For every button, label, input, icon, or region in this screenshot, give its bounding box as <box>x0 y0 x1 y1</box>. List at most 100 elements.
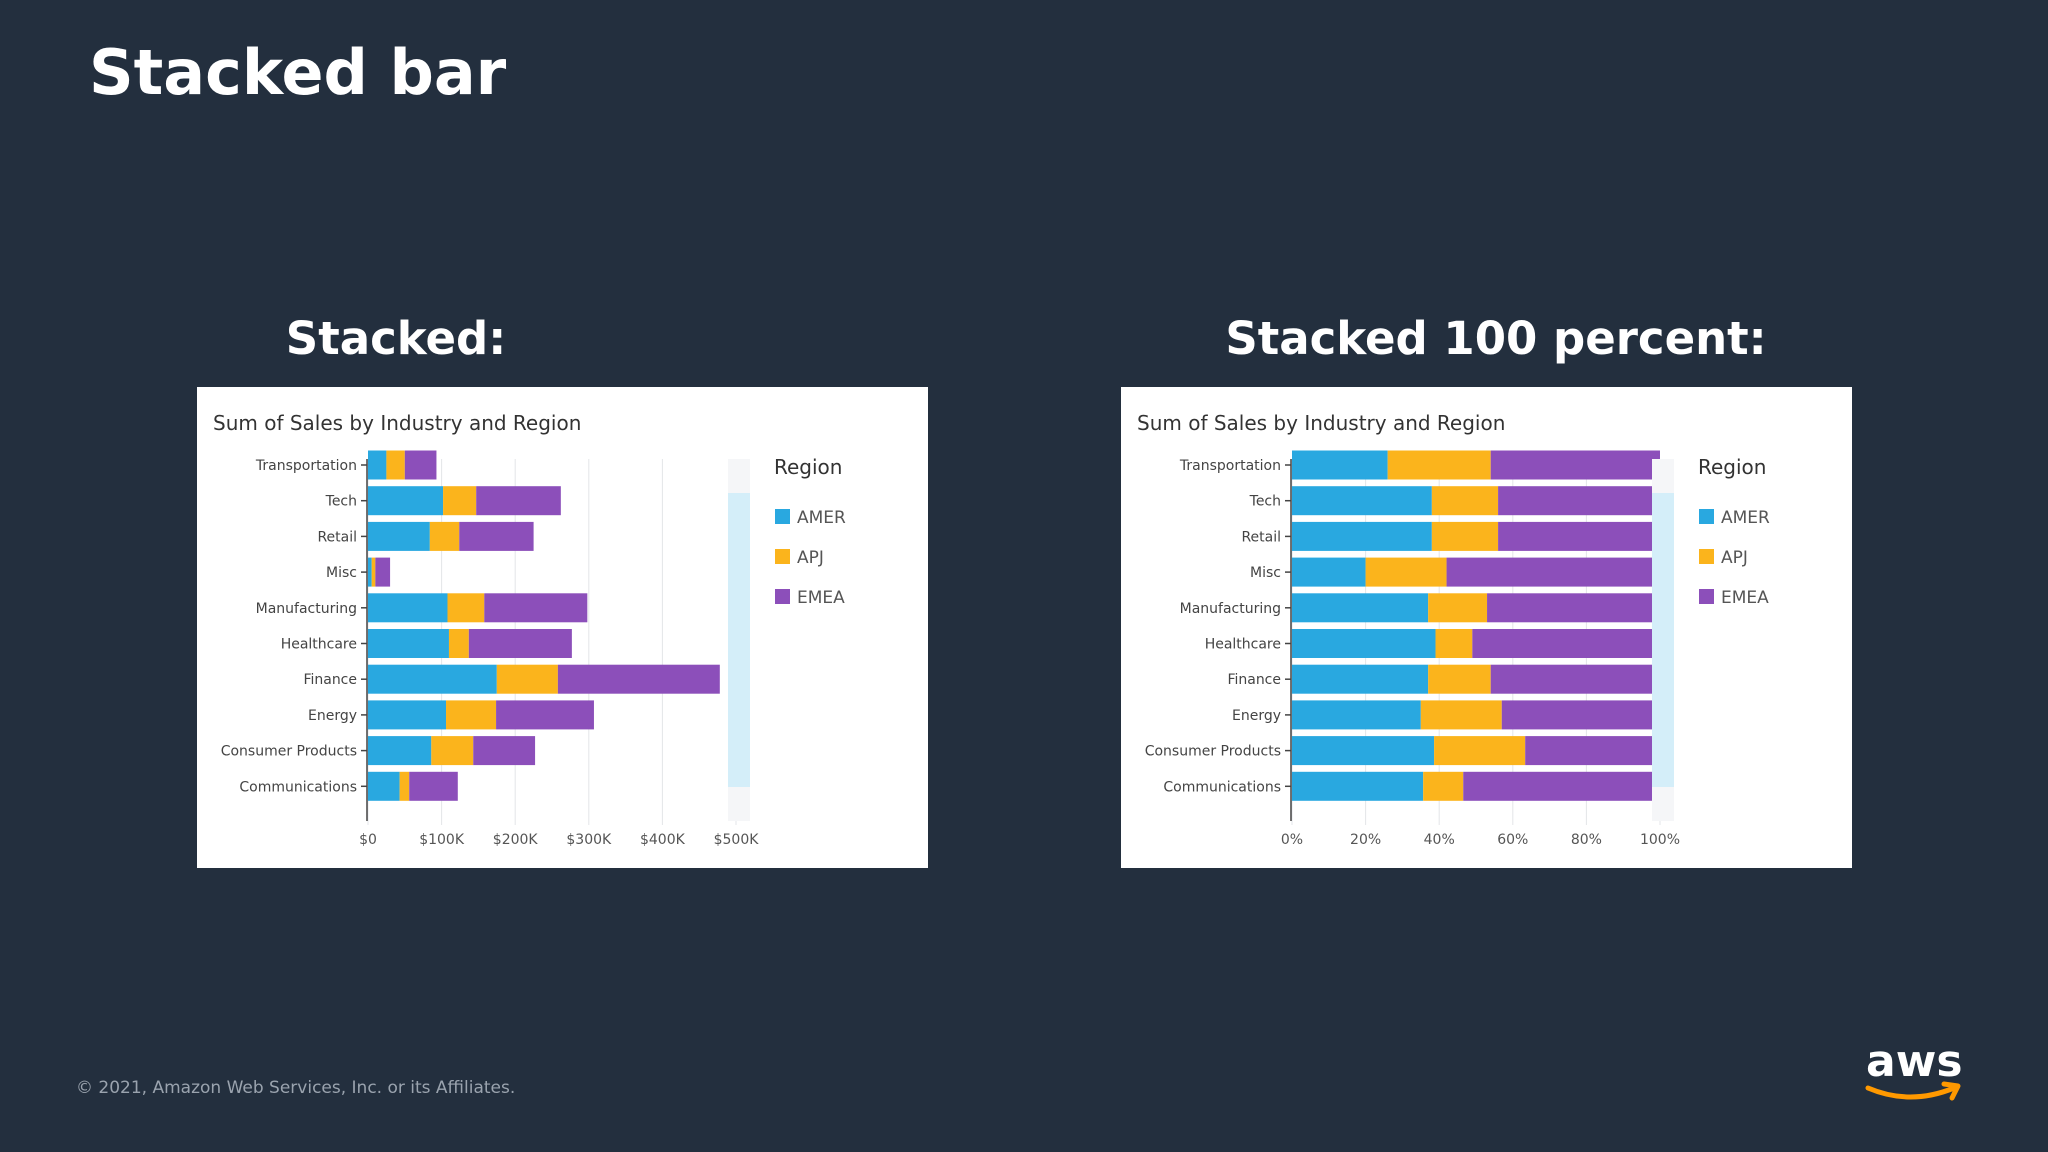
x-tick-label: $200K <box>493 832 539 848</box>
bar-finance-emea <box>557 664 720 694</box>
bar-tech-emea <box>1498 486 1660 516</box>
chart-title: Sum of Sales by Industry and Region <box>213 411 581 435</box>
category-label-transportation: Transportation <box>1179 458 1281 474</box>
legend-swatch-amer <box>775 509 790 524</box>
legend-swatch-apj <box>1699 549 1714 564</box>
bar-transportation-amer <box>1292 450 1388 480</box>
category-label-communications: Communications <box>239 779 357 795</box>
category-label-retail: Retail <box>317 529 357 545</box>
bar-transportation-emea <box>404 450 437 480</box>
x-tick-label: 100% <box>1640 832 1680 848</box>
bar-retail-apj <box>429 521 460 551</box>
bar-transportation-amer <box>368 450 387 480</box>
bar-misc-apj <box>371 557 376 587</box>
category-label-communications: Communications <box>1163 779 1281 795</box>
bar-transportation-emea <box>1490 450 1660 480</box>
bar-tech-apj <box>443 486 477 516</box>
bar-finance-apj <box>496 664 558 694</box>
x-tick-label: $500K <box>714 832 760 848</box>
x-tick-label: 60% <box>1497 832 1528 848</box>
legend-label-emea: EMEA <box>1721 588 1769 608</box>
bar-retail-emea <box>459 521 534 551</box>
bar-communications-emea <box>409 771 458 801</box>
category-label-energy: Energy <box>308 708 357 724</box>
bar-healthcare-apj <box>1435 629 1473 658</box>
category-label-consumer-products: Consumer Products <box>1145 744 1281 760</box>
category-label-retail: Retail <box>1241 529 1281 545</box>
bar-energy-apj <box>446 700 497 730</box>
bar-manufacturing-apj <box>1428 593 1488 623</box>
bar-misc-amer <box>1292 557 1366 587</box>
bar-consumer-products-emea <box>1525 736 1660 766</box>
chart-title: Sum of Sales by Industry and Region <box>1137 411 1505 435</box>
category-label-finance: Finance <box>303 672 357 688</box>
stacked-heading: Stacked: <box>285 312 507 365</box>
bar-consumer-products-apj <box>431 736 474 766</box>
category-label-healthcare: Healthcare <box>1205 637 1281 653</box>
bar-tech-emea <box>476 486 561 516</box>
bar-communications-apj <box>1423 771 1464 801</box>
bar-consumer-products-amer <box>1292 736 1435 766</box>
category-label-transportation: Transportation <box>255 458 357 474</box>
category-label-finance: Finance <box>1227 672 1281 688</box>
bar-finance-emea <box>1490 664 1660 694</box>
aws-logo-text: aws <box>1866 1038 1963 1087</box>
bar-communications-apj <box>399 771 410 801</box>
bar-manufacturing-emea <box>484 593 588 623</box>
legend-label-apj: APJ <box>1721 548 1748 568</box>
bar-finance-amer <box>368 664 497 694</box>
legend-swatch-emea <box>1699 589 1714 604</box>
bar-healthcare-emea <box>468 629 572 658</box>
bar-misc-amer <box>368 557 372 587</box>
scrollbar-thumb <box>728 493 750 787</box>
bar-consumer-products-apj <box>1434 736 1526 766</box>
bar-energy-emea <box>1501 700 1660 730</box>
bar-tech-amer <box>1292 486 1432 516</box>
x-tick-label: $400K <box>640 832 686 848</box>
bar-communications-amer <box>368 771 400 801</box>
bar-transportation-apj <box>1387 450 1491 480</box>
bar-manufacturing-apj <box>447 593 485 623</box>
bar-tech-amer <box>368 486 444 516</box>
x-tick-label: $0 <box>359 832 377 848</box>
scrollbar-thumb <box>1652 493 1674 787</box>
x-tick-label: 40% <box>1424 832 1455 848</box>
bar-retail-emea <box>1498 521 1660 551</box>
bar-manufacturing-amer <box>368 593 448 623</box>
x-tick-label: 20% <box>1350 832 1381 848</box>
bar-manufacturing-emea <box>1487 593 1660 623</box>
category-label-consumer-products: Consumer Products <box>221 744 357 760</box>
bar-finance-apj <box>1428 664 1491 694</box>
bar-misc-apj <box>1365 557 1447 587</box>
bar-communications-emea <box>1463 771 1660 801</box>
category-label-tech: Tech <box>1249 494 1281 510</box>
bar-misc-emea <box>1446 557 1660 587</box>
category-label-tech: Tech <box>325 494 357 510</box>
bar-tech-apj <box>1431 486 1499 516</box>
bar-consumer-products-emea <box>473 736 536 766</box>
bar-transportation-apj <box>386 450 405 480</box>
legend-title: Region <box>1698 455 1766 479</box>
bar-consumer-products-amer <box>368 736 432 766</box>
legend-label-amer: AMER <box>797 508 846 528</box>
x-tick-label: $300K <box>566 832 612 848</box>
legend-label-amer: AMER <box>1721 508 1770 528</box>
legend-title: Region <box>774 455 842 479</box>
bar-energy-amer <box>368 700 447 730</box>
category-label-manufacturing: Manufacturing <box>256 601 357 617</box>
bar-energy-emea <box>496 700 594 730</box>
bar-healthcare-emea <box>1472 629 1660 658</box>
bar-manufacturing-amer <box>1292 593 1429 623</box>
stacked-percent-chart: Sum of Sales by Industry and Region 0% 20%… <box>1137 411 1770 848</box>
x-tick-label: $100K <box>419 832 465 848</box>
bar-finance-amer <box>1292 664 1429 694</box>
x-tick-label: 0% <box>1281 832 1303 848</box>
stacked-percent-chart-panel: Sum of Sales by Industry and Region 0% 20%… <box>1121 387 1852 868</box>
bar-healthcare-apj <box>448 629 469 658</box>
legend-label-apj: APJ <box>797 548 824 568</box>
legend-swatch-apj <box>775 549 790 564</box>
bar-healthcare-amer <box>1292 629 1436 658</box>
legend-label-emea: EMEA <box>797 588 845 608</box>
stacked-chart-panel: Sum of Sales by Industry and Region $0 $10… <box>197 387 928 868</box>
bar-healthcare-amer <box>368 629 449 658</box>
